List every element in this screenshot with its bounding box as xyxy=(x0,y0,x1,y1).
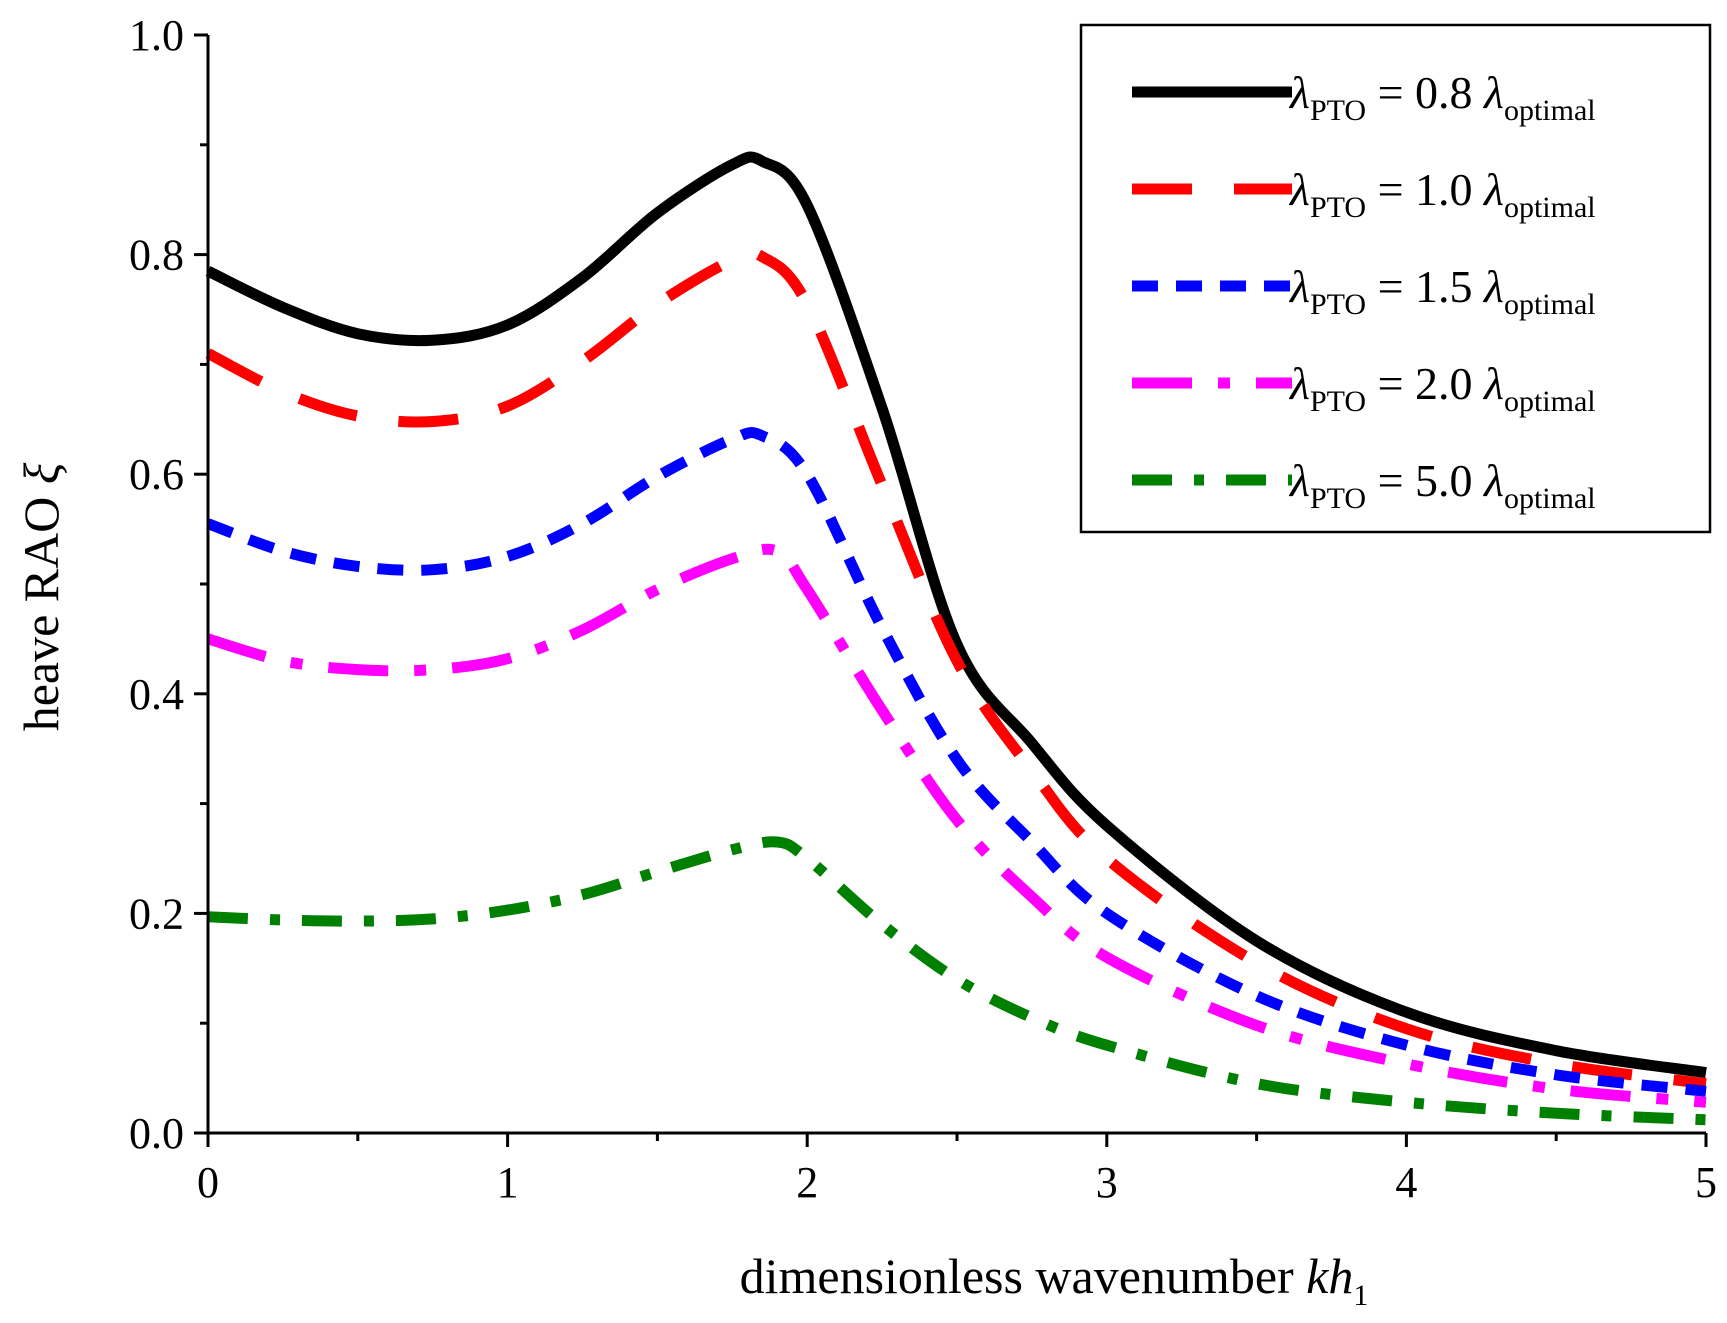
series-line-2 xyxy=(205,247,1707,1090)
series-layer xyxy=(205,151,1707,1126)
y-tick-label: 0.0 xyxy=(129,1109,184,1158)
legend-label-3: λPTO = 1.5 λoptimal xyxy=(1288,261,1596,321)
x-tick-label: 5 xyxy=(1695,1158,1717,1207)
y-tick-label: 1.0 xyxy=(129,11,184,60)
x-tick-label: 1 xyxy=(497,1158,519,1207)
series-line-5 xyxy=(207,836,1707,1126)
legend-box xyxy=(1079,23,1712,534)
x-tick-label: 0 xyxy=(197,1158,219,1207)
series-line-1 xyxy=(205,151,1707,1079)
y-axis-title: heave RAO ξ xyxy=(13,462,69,731)
series-line-4 xyxy=(206,543,1707,1108)
x-tick-label: 2 xyxy=(796,1158,818,1207)
y-tick-label: 0.4 xyxy=(129,670,184,719)
y-tick-label: 0.6 xyxy=(129,450,184,499)
legend: λPTO = 0.8 λoptimal λPTO = 1.0 λoptimal λP… xyxy=(1079,23,1712,534)
y-tick-label: 0.8 xyxy=(129,231,184,280)
series-line-3 xyxy=(206,426,1707,1097)
x-tick-label: 3 xyxy=(1096,1158,1118,1207)
legend-label-5: λPTO = 5.0 λoptimal xyxy=(1288,455,1596,515)
legend-label-1: λPTO = 0.8 λoptimal xyxy=(1288,67,1596,127)
y-tick-label: 0.2 xyxy=(129,889,184,938)
x-tick-label: 4 xyxy=(1395,1158,1417,1207)
legend-label-4: λPTO = 2.0 λoptimal xyxy=(1288,358,1596,418)
legend-label-2: λPTO = 1.0 λoptimal xyxy=(1288,164,1596,224)
x-axis-title: dimensionless wavenumber kh1 xyxy=(740,1248,1369,1312)
axes-layer: 0 1 2 3 4 5 0.0 0.2 0.4 0.6 0.8 1.0 xyxy=(129,11,1717,1207)
